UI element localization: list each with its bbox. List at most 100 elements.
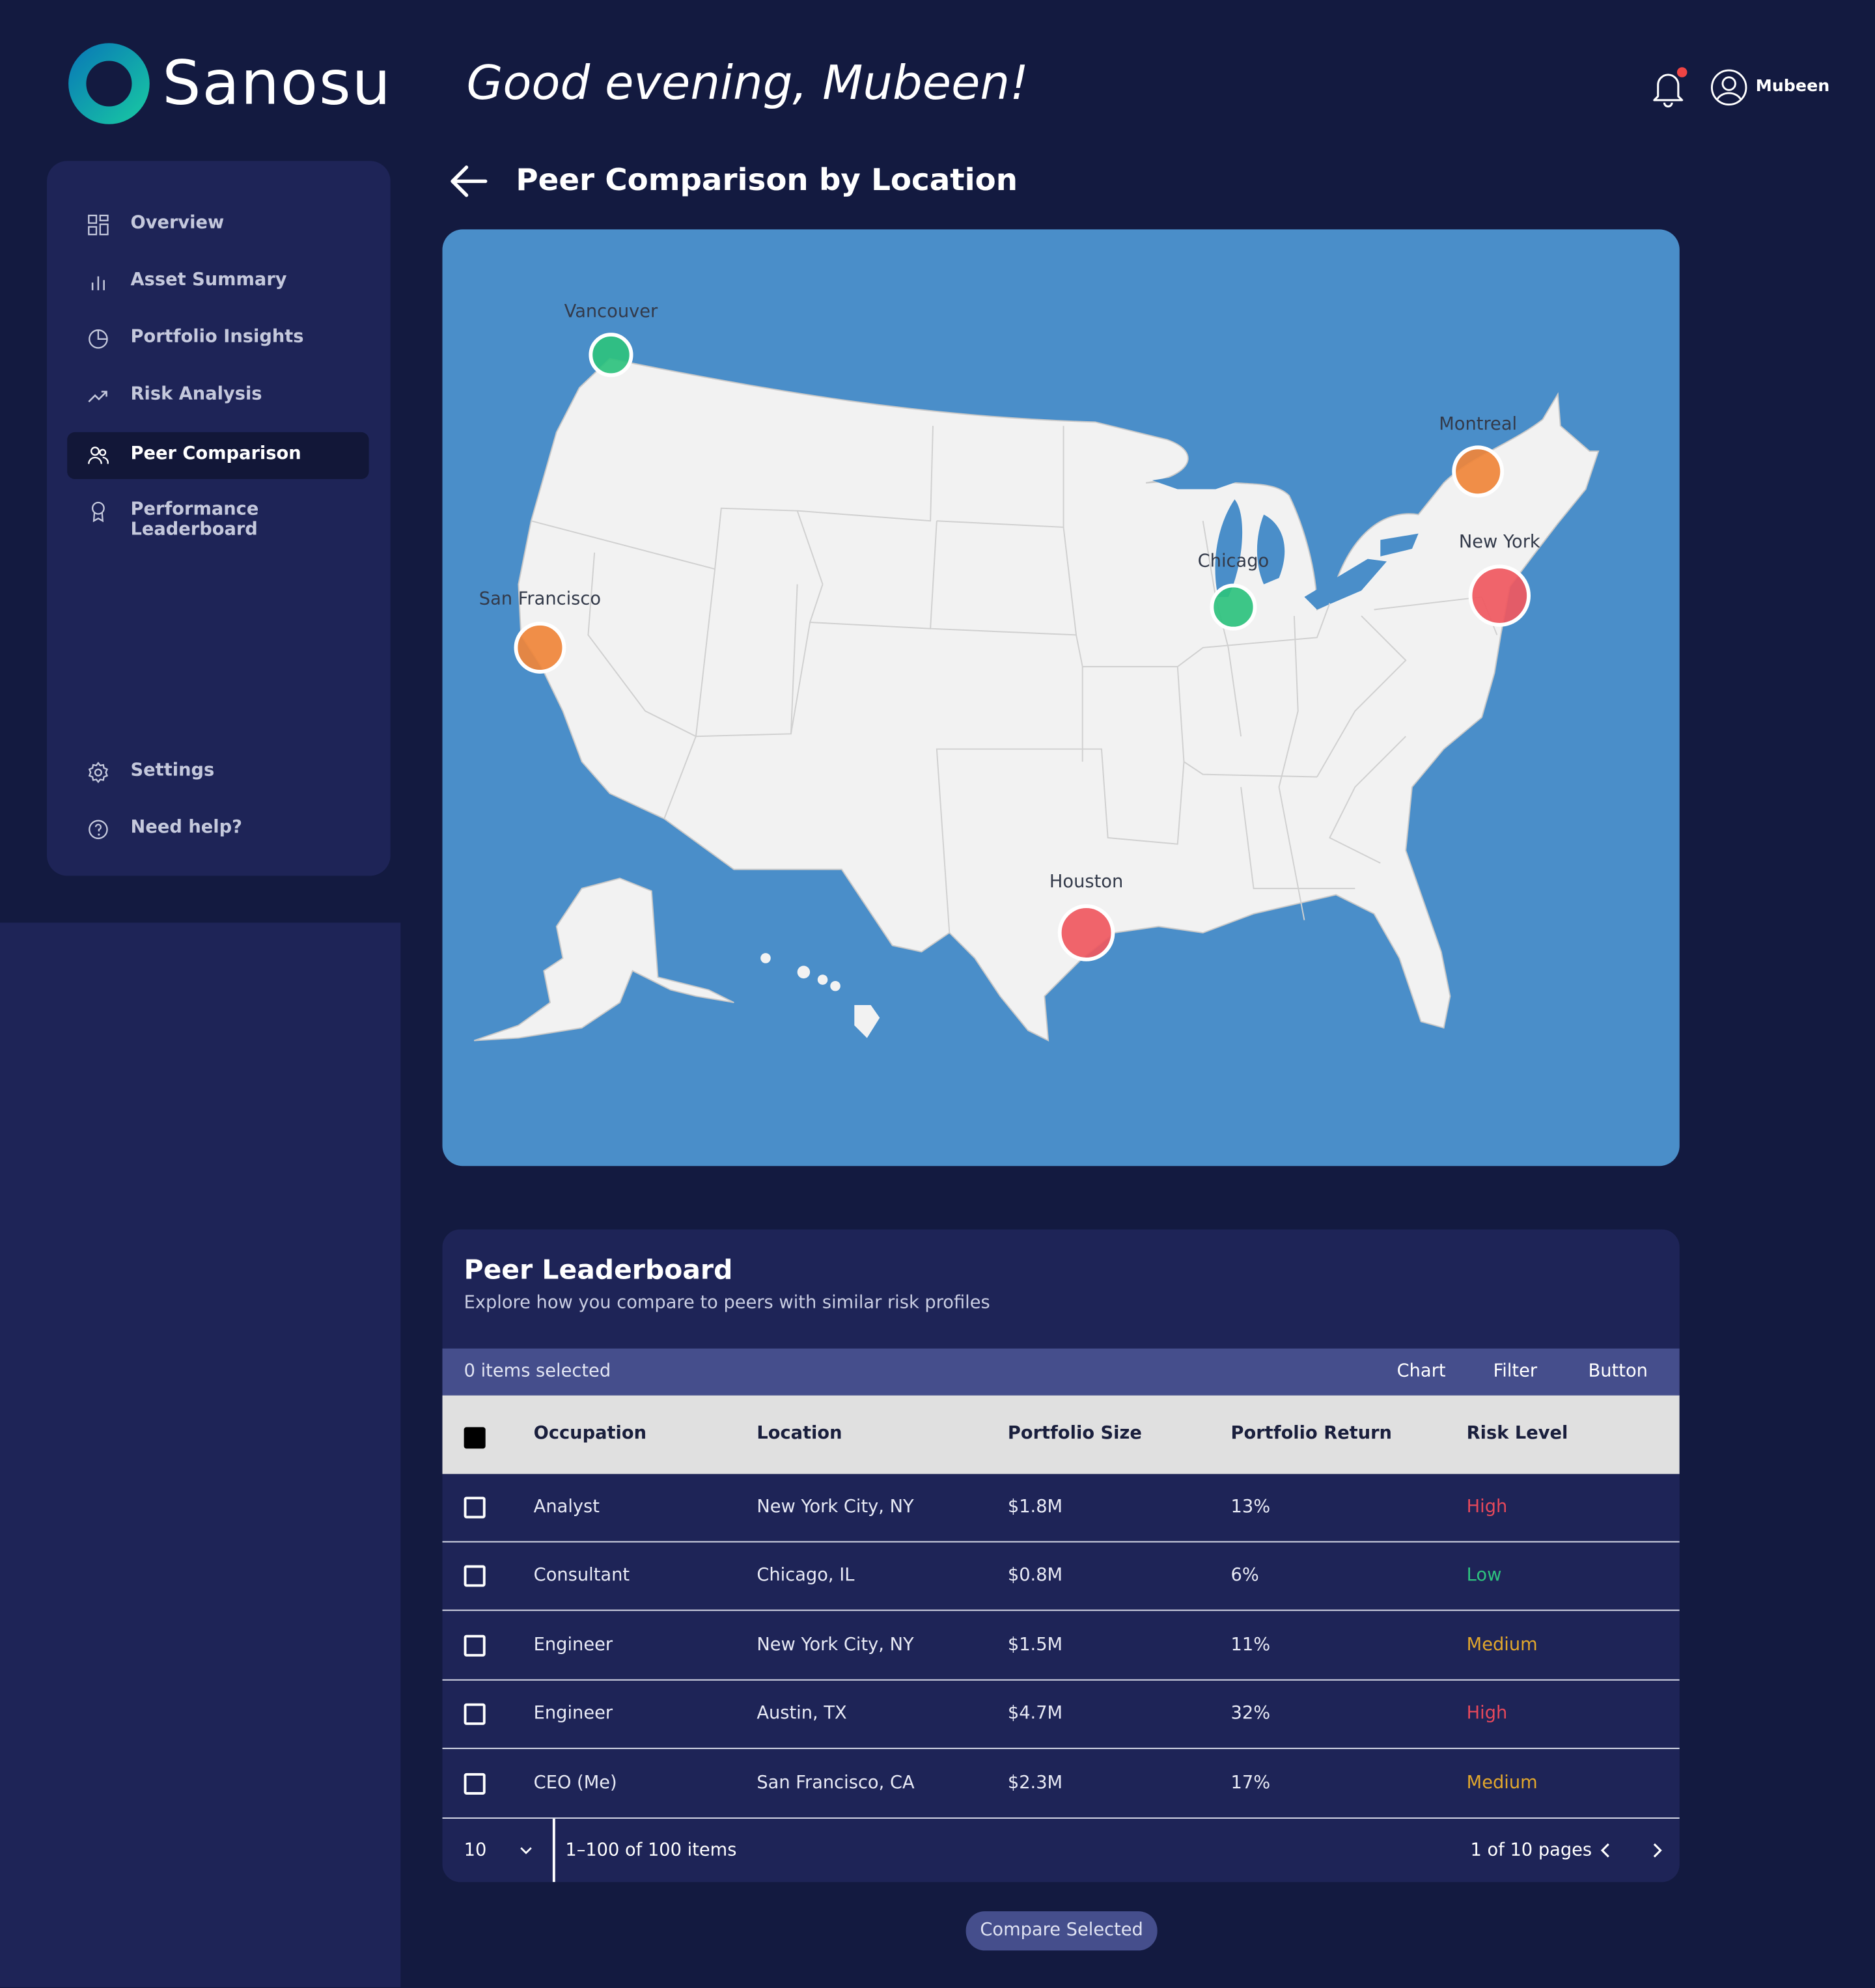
map-svg bbox=[473, 333, 1600, 1042]
bar-chart-icon bbox=[91, 276, 105, 290]
sidebar-item-overview[interactable]: Overview bbox=[67, 202, 368, 249]
marker-label-san-francisco: San Francisco bbox=[479, 589, 602, 610]
marker-label-houston: Houston bbox=[1049, 872, 1124, 892]
bell-icon[interactable] bbox=[1648, 66, 1688, 109]
logo-icon bbox=[68, 43, 150, 124]
sidebar-item-settings[interactable]: Settings bbox=[67, 749, 368, 796]
table-row[interactable]: Engineer Austin, TX $4.7M 32% High bbox=[442, 1681, 1680, 1750]
select-all-checkbox[interactable] bbox=[464, 1427, 486, 1449]
sidebar-item-label: Portfolio Insights bbox=[130, 327, 304, 348]
cell-portfolio-size: $1.5M bbox=[1007, 1635, 1063, 1655]
user-avatar-icon[interactable] bbox=[1710, 68, 1748, 106]
leaderboard-title: Peer Leaderboard bbox=[464, 1254, 733, 1286]
sidebar-item-asset-summary[interactable]: Asset Summary bbox=[67, 258, 368, 305]
marker-label-chicago: Chicago bbox=[1197, 551, 1270, 572]
row-checkbox[interactable] bbox=[464, 1566, 486, 1588]
row-checkbox[interactable] bbox=[464, 1497, 486, 1519]
cell-risk-level: High bbox=[1466, 1704, 1508, 1724]
column-header[interactable]: Occupation bbox=[533, 1423, 647, 1444]
sidebar-item-label: Asset Summary bbox=[130, 269, 287, 290]
marker-vancouver bbox=[589, 333, 633, 378]
chevron-left-icon[interactable] bbox=[1598, 1842, 1613, 1859]
cell-occupation: Engineer bbox=[533, 1635, 613, 1655]
sidebar-item-label: Need help? bbox=[130, 817, 242, 838]
item-range: 1–100 of 100 items bbox=[565, 1840, 737, 1861]
help-circle-icon bbox=[89, 820, 108, 840]
sidebar-item-need-help[interactable]: Need help? bbox=[67, 806, 368, 853]
table-row[interactable]: Engineer New York City, NY $1.5M 11% Medium bbox=[442, 1612, 1680, 1681]
divider bbox=[552, 1818, 555, 1883]
table-row[interactable]: Consultant Chicago, IL $0.8M 6% Low bbox=[442, 1543, 1680, 1612]
trend-up-icon bbox=[88, 391, 107, 403]
table-row[interactable]: Analyst New York City, NY $1.8M 13% High bbox=[442, 1474, 1680, 1543]
marker-chicago bbox=[1210, 583, 1257, 631]
alaska bbox=[473, 877, 734, 1042]
marker-montreal bbox=[1452, 445, 1505, 498]
cell-portfolio-return: 11% bbox=[1230, 1635, 1271, 1655]
brand-name: Sanosu bbox=[162, 48, 392, 120]
cell-portfolio-return: 6% bbox=[1230, 1566, 1259, 1586]
sidebar-item-risk-analysis[interactable]: Risk Analysis bbox=[67, 372, 368, 419]
table-row[interactable]: CEO (Me) San Francisco, CA $2.3M 17% Medium bbox=[442, 1750, 1680, 1819]
cell-portfolio-size: $1.8M bbox=[1007, 1497, 1063, 1517]
chart-button[interactable]: Chart bbox=[1396, 1361, 1446, 1382]
cell-location: New York City, NY bbox=[757, 1497, 914, 1517]
sidebar-item-label: Overview bbox=[130, 213, 225, 234]
sidebar-item-performance-leaderboard[interactable]: Performance Leaderboard bbox=[67, 488, 368, 540]
table-header: Occupation Location Portfolio Size Portf… bbox=[442, 1395, 1680, 1474]
greeting: Good evening, Mubeen! bbox=[466, 55, 1029, 111]
cell-location: San Francisco, CA bbox=[757, 1773, 915, 1793]
chevron-down-icon[interactable] bbox=[518, 1844, 533, 1857]
toolbar-button[interactable]: Button bbox=[1588, 1361, 1648, 1382]
cell-location: Austin, TX bbox=[757, 1704, 847, 1724]
filter-button[interactable]: Filter bbox=[1493, 1361, 1538, 1382]
cell-location: Chicago, IL bbox=[757, 1566, 855, 1586]
gear-icon bbox=[88, 762, 109, 784]
marker-new-york bbox=[1468, 564, 1531, 627]
map-markers bbox=[514, 333, 1531, 961]
cell-occupation: Engineer bbox=[533, 1704, 613, 1724]
selected-count: 0 items selected bbox=[464, 1361, 611, 1382]
sidebar-item-label: Performance Leaderboard bbox=[130, 499, 259, 540]
compare-selected-button[interactable]: Compare Selected bbox=[965, 1911, 1158, 1951]
sidebar-item-label: Risk Analysis bbox=[130, 383, 262, 405]
marker-houston bbox=[1057, 904, 1115, 961]
cell-portfolio-size: $2.3M bbox=[1007, 1773, 1063, 1793]
cell-portfolio-return: 17% bbox=[1230, 1773, 1271, 1793]
cell-risk-level: Medium bbox=[1466, 1635, 1538, 1655]
column-header[interactable]: Location bbox=[757, 1423, 842, 1444]
cell-risk-level: Low bbox=[1466, 1566, 1502, 1586]
sidebar-item-peer-comparison[interactable]: Peer Comparison bbox=[67, 432, 369, 479]
cell-occupation: Consultant bbox=[533, 1566, 630, 1586]
sidebar-item-portfolio-insights[interactable]: Portfolio Insights bbox=[67, 316, 368, 363]
notification-badge bbox=[1676, 67, 1688, 77]
column-header[interactable]: Risk Level bbox=[1466, 1423, 1568, 1444]
back-arrow-icon[interactable] bbox=[447, 161, 490, 201]
row-checkbox[interactable] bbox=[464, 1635, 486, 1657]
cell-risk-level: Medium bbox=[1466, 1773, 1538, 1793]
cell-risk-level: High bbox=[1466, 1497, 1508, 1517]
peer-leaderboard: Peer Leaderboard Explore how you compare… bbox=[442, 1229, 1680, 1883]
column-header[interactable]: Portfolio Size bbox=[1007, 1423, 1142, 1444]
cell-portfolio-size: $0.8M bbox=[1007, 1566, 1063, 1586]
user-name[interactable]: Mubeen bbox=[1755, 77, 1830, 96]
table-toolbar: 0 items selected Chart Filter Button bbox=[442, 1348, 1680, 1396]
cell-portfolio-return: 32% bbox=[1230, 1704, 1271, 1724]
table-pagination: 10 1–100 of 100 items 1 of 10 pages bbox=[443, 1818, 1680, 1883]
page-title: Peer Comparison by Location bbox=[516, 162, 1018, 198]
row-checkbox[interactable] bbox=[464, 1704, 486, 1726]
location-map[interactable]: Vancouver Montreal New York Chicago San … bbox=[442, 229, 1680, 1167]
items-per-page-select[interactable]: 10 bbox=[464, 1840, 487, 1861]
sidebar: Overview Asset Summary Portfolio Insight… bbox=[47, 161, 391, 876]
marker-label-new-york: New York bbox=[1458, 532, 1540, 553]
cell-portfolio-size: $4.7M bbox=[1007, 1704, 1063, 1724]
sidebar-item-label: Settings bbox=[130, 760, 215, 781]
sidebar-item-label: Peer Comparison bbox=[130, 443, 301, 464]
row-checkbox[interactable] bbox=[464, 1773, 486, 1795]
marker-label-vancouver: Vancouver bbox=[564, 301, 658, 322]
page-count: 1 of 10 pages bbox=[1470, 1840, 1592, 1861]
chevron-right-icon[interactable] bbox=[1649, 1842, 1664, 1859]
column-header[interactable]: Portfolio Return bbox=[1230, 1423, 1392, 1444]
cell-portfolio-return: 13% bbox=[1230, 1497, 1271, 1517]
marker-label-montreal: Montreal bbox=[1439, 414, 1518, 435]
